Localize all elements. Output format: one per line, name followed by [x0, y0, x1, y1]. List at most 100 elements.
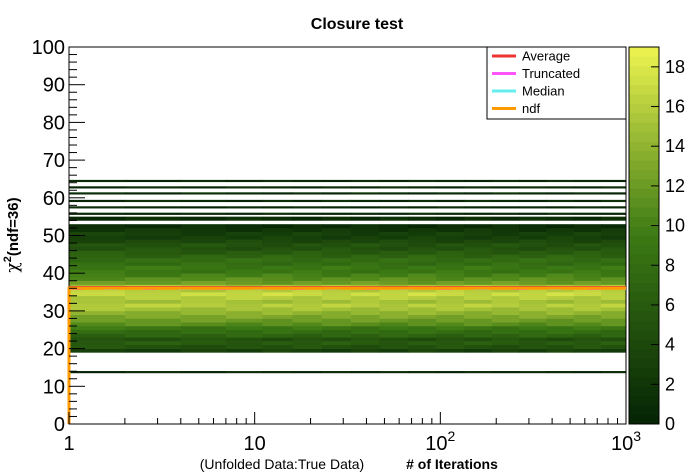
heatmap-cell [350, 231, 380, 236]
heatmap-cells [69, 179, 627, 374]
heatmap-cell [379, 254, 409, 259]
heatmap-cell [546, 280, 575, 285]
heatmap-cell [463, 192, 493, 195]
heatmap-cell [546, 186, 575, 189]
colorbar-step [629, 395, 659, 406]
heatmap-cell [180, 280, 227, 285]
heatmap-cell [519, 292, 547, 297]
heatmap-cell [180, 216, 227, 221]
heatmap-cell [573, 212, 602, 215]
heatmap-cell [573, 292, 602, 297]
heatmap-cell [262, 348, 294, 353]
y-axis-label-sup: 2 [2, 256, 14, 262]
heatmap-cell [124, 280, 182, 285]
heatmap-cell [69, 261, 126, 266]
heatmap-cell [491, 314, 520, 319]
heatmap-cell [546, 199, 575, 203]
colorbar-step [629, 216, 659, 227]
heatmap-cell [180, 295, 227, 300]
colorbar-step [629, 386, 659, 397]
heatmap-cell [225, 231, 263, 236]
heatmap-cell [491, 212, 520, 215]
heatmap-cell [262, 318, 294, 323]
heatmap-cell [379, 265, 409, 270]
heatmap-cell [69, 192, 126, 195]
heatmap-cell [600, 216, 627, 221]
heatmap-cell [321, 288, 352, 293]
heatmap-cell [463, 341, 493, 346]
heatmap-cell [124, 261, 182, 266]
heatmap-cell [350, 199, 380, 203]
heatmap-cell [491, 344, 520, 349]
heatmap-cell [408, 235, 437, 240]
heatmap-cell [600, 243, 627, 248]
heatmap-cell [408, 344, 437, 349]
heatmap-cell [463, 307, 493, 312]
heatmap-cell [225, 288, 263, 293]
heatmap-cell [69, 179, 126, 183]
heatmap-cell [436, 179, 465, 183]
colorbar-tick-label: 0 [665, 414, 675, 434]
heatmap-cell [124, 227, 182, 233]
heatmap-cell [519, 314, 547, 319]
heatmap-cell [519, 246, 547, 251]
heatmap-cell [321, 258, 352, 263]
heatmap-cell [519, 192, 547, 195]
heatmap-cell [379, 258, 409, 263]
heatmap-cell [350, 186, 380, 189]
heatmap-cell [379, 288, 409, 293]
heatmap-cell [379, 348, 409, 353]
colorbar-tick-label: 8 [665, 255, 675, 275]
heatmap-cell [600, 371, 627, 374]
heatmap-cell [379, 295, 409, 300]
x-axis-label: # of Iterations [406, 456, 498, 472]
heatmap-cell [321, 206, 352, 209]
heatmap-cell [292, 280, 323, 285]
heatmap-cell [180, 199, 227, 203]
heatmap-cell [436, 280, 465, 285]
heatmap-cell [519, 329, 547, 334]
heatmap-cell [292, 310, 323, 315]
heatmap-cell [546, 325, 575, 331]
heatmap-cell [546, 243, 575, 248]
heatmap-cell [600, 246, 627, 251]
heatmap-cell [408, 276, 437, 282]
heatmap-cell [180, 337, 227, 342]
heatmap-cell [180, 269, 227, 274]
heatmap-cell [350, 325, 380, 331]
heatmap-cell [379, 337, 409, 342]
heatmap-cell [180, 322, 227, 327]
heatmap-cell [225, 325, 263, 331]
heatmap-cell [262, 333, 294, 338]
heatmap-cell [350, 224, 380, 229]
heatmap-cell [124, 337, 182, 342]
heatmap-cell [225, 276, 263, 282]
heatmap-cell [491, 186, 520, 189]
heatmap-cell [463, 243, 493, 248]
heatmap-cell [519, 303, 547, 308]
heatmap-cell [69, 273, 126, 278]
heatmap-cell [262, 206, 294, 209]
heatmap-cell [436, 333, 465, 338]
heatmap-cell [124, 246, 182, 251]
heatmap-cell [573, 273, 602, 278]
heatmap-cell [180, 250, 227, 255]
heatmap-cell [180, 179, 227, 183]
heatmap-cell [321, 303, 352, 308]
heatmap-cell [491, 192, 520, 195]
heatmap-cell [463, 258, 493, 263]
heatmap-cell [463, 325, 493, 331]
heatmap-cell [69, 216, 126, 221]
heatmap-cell [600, 235, 627, 240]
colorbar-step [629, 94, 659, 104]
heatmap-cell [408, 186, 437, 189]
heatmap-cell [225, 258, 263, 263]
heatmap-cell [573, 199, 602, 203]
heatmap-cell [292, 239, 323, 244]
heatmap-cell [519, 344, 547, 349]
heatmap-cell [491, 333, 520, 338]
heatmap-cell [321, 333, 352, 338]
heatmap-cell [180, 258, 227, 263]
heatmap-cell [350, 337, 380, 342]
colorbar-step [629, 339, 659, 350]
